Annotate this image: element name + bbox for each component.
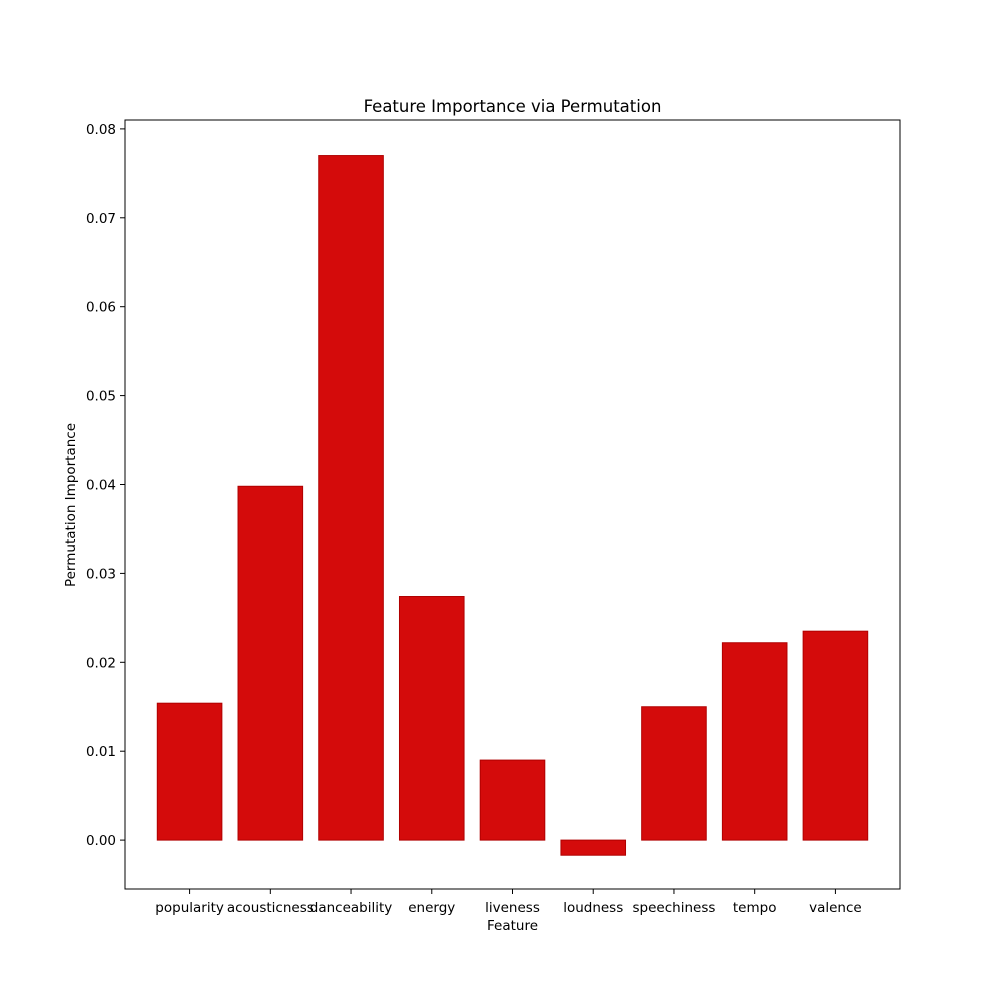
- y-tick-label: 0.06: [86, 300, 116, 316]
- x-tick-label-loudness: loudness: [563, 900, 623, 916]
- y-tick-label: 0.01: [86, 744, 116, 760]
- y-axis-label: Permutation Importance: [63, 423, 79, 587]
- bar-danceability: [318, 155, 384, 841]
- x-tick-label-danceability: danceability: [310, 900, 393, 916]
- bars-group: [156, 155, 869, 856]
- x-tick-label-liveness: liveness: [485, 900, 540, 916]
- x-axis-label: Feature: [487, 918, 538, 934]
- x-tick-label-tempo: tempo: [733, 900, 777, 916]
- y-tick-label: 0.04: [86, 477, 116, 493]
- y-axis-ticks: 0.00 0.01 0.02 0.03 0.04 0.05 0.06 0.07 0.08: [86, 122, 125, 849]
- bar-tempo: [721, 642, 788, 841]
- y-tick-label: 0.08: [86, 122, 116, 138]
- bar-popularity: [156, 702, 223, 841]
- y-tick-label: 0.07: [86, 211, 116, 227]
- y-tick-label: 0.02: [86, 655, 116, 671]
- bar-valence: [802, 630, 869, 841]
- chart-title: Feature Importance via Permutation: [364, 97, 662, 116]
- bar-acousticness: [237, 485, 304, 841]
- bar-speechiness: [641, 706, 707, 841]
- x-tick-label-energy: energy: [408, 900, 455, 916]
- x-tick-label-valence: valence: [809, 900, 862, 916]
- y-tick-label: 0.05: [86, 389, 116, 405]
- bar-liveness: [479, 759, 546, 841]
- x-tick-label-popularity: popularity: [155, 900, 224, 916]
- y-tick-label: 0.03: [86, 566, 116, 582]
- x-tick-label-speechiness: speechiness: [633, 900, 716, 916]
- y-tick-label: 0.00: [86, 833, 116, 849]
- bar-loudness: [560, 839, 627, 856]
- bar-energy: [398, 596, 465, 841]
- x-tick-label-acousticness: acousticness: [227, 900, 314, 916]
